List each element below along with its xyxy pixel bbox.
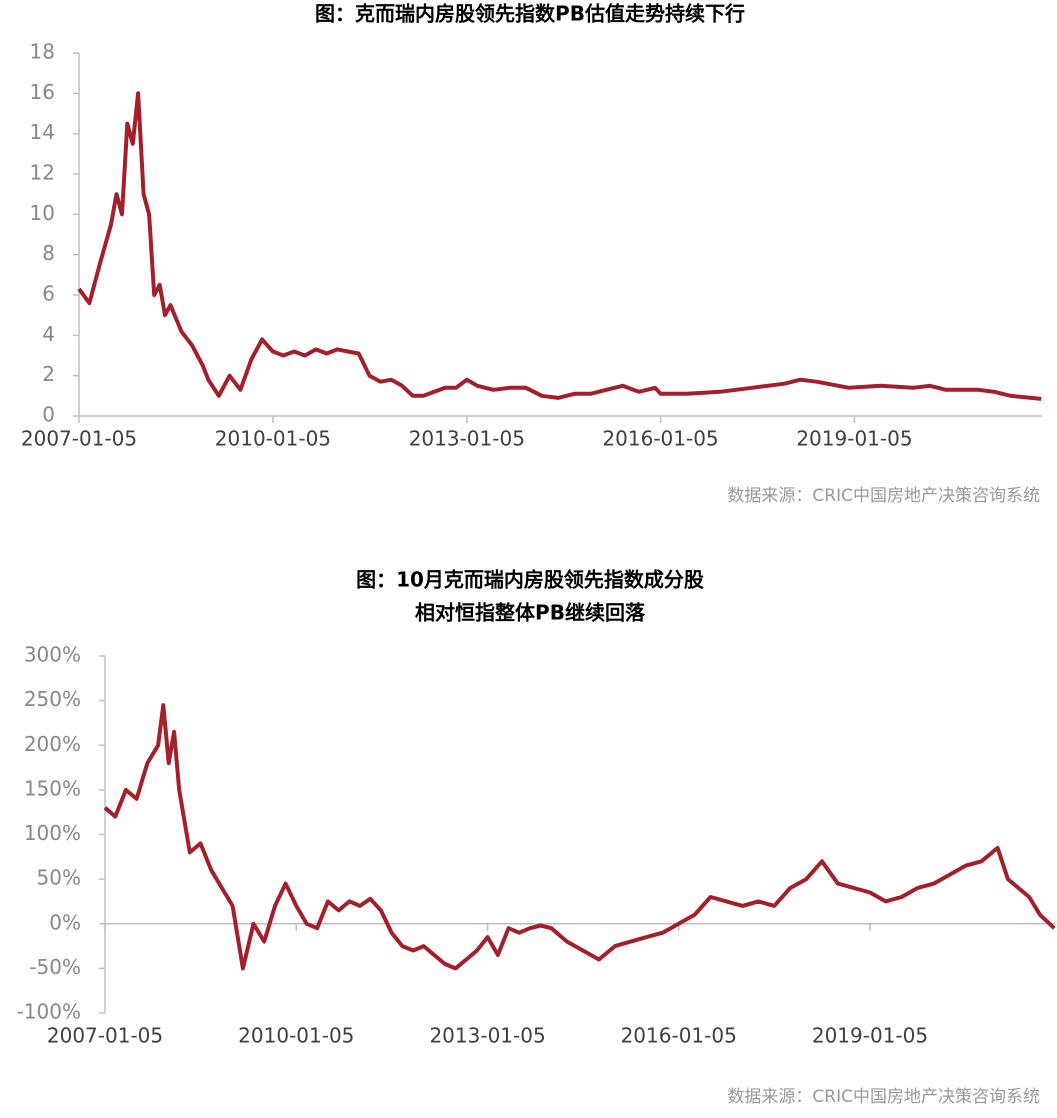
y-tick-label: -100%: [17, 1000, 81, 1024]
y-tick-label: 0%: [49, 910, 81, 934]
chart-title: 相对恒指整体PB继续回落: [415, 601, 646, 625]
y-tick-label: 8: [42, 241, 55, 265]
y-tick-label: 300%: [24, 643, 81, 667]
y-tick-label: 6: [42, 282, 55, 306]
y-tick-label: 200%: [24, 732, 81, 756]
y-tick-label: 50%: [37, 866, 81, 890]
x-tick-label: 2016-01-05: [602, 427, 718, 451]
chart-title: 图：克而瑞内房股领先指数PB估值走势持续下行: [315, 2, 745, 26]
x-tick-label: 2010-01-05: [238, 1024, 354, 1048]
x-tick-label: 2019-01-05: [812, 1024, 928, 1048]
y-tick-label: 18: [30, 40, 55, 64]
y-tick-label: 0: [42, 403, 55, 427]
line-series: [103, 703, 1056, 971]
x-tick-label: 2013-01-05: [429, 1024, 545, 1048]
chart-title: 图：10月克而瑞内房股领先指数成分股: [356, 568, 704, 592]
y-tick-label: 14: [30, 120, 55, 144]
source-note: 数据来源：CRIC中国房地产决策咨询系统: [727, 486, 1040, 506]
y-tick-label: 2: [42, 362, 55, 386]
x-tick-label: 2007-01-05: [21, 427, 137, 451]
y-tick-label: 4: [42, 322, 55, 346]
y-tick-label: 10: [30, 201, 55, 225]
y-tick-label: 250%: [24, 687, 81, 711]
line-series: [77, 91, 1042, 401]
x-tick-label: 2007-01-05: [47, 1024, 163, 1048]
y-tick-label: -50%: [29, 955, 81, 979]
x-tick-label: 2013-01-05: [409, 427, 525, 451]
x-tick-label: 2010-01-05: [215, 427, 331, 451]
y-tick-label: 100%: [24, 821, 81, 845]
x-tick-label: 2016-01-05: [621, 1024, 737, 1048]
source-note: 数据来源：CRIC中国房地产决策咨询系统: [727, 1087, 1040, 1107]
y-tick-label: 150%: [24, 776, 81, 800]
x-tick-label: 2019-01-05: [796, 427, 912, 451]
y-tick-label: 12: [30, 161, 55, 185]
y-tick-label: 16: [30, 80, 55, 104]
